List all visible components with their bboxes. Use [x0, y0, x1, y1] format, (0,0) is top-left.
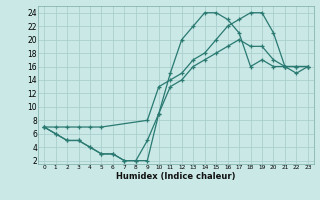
- X-axis label: Humidex (Indice chaleur): Humidex (Indice chaleur): [116, 172, 236, 181]
